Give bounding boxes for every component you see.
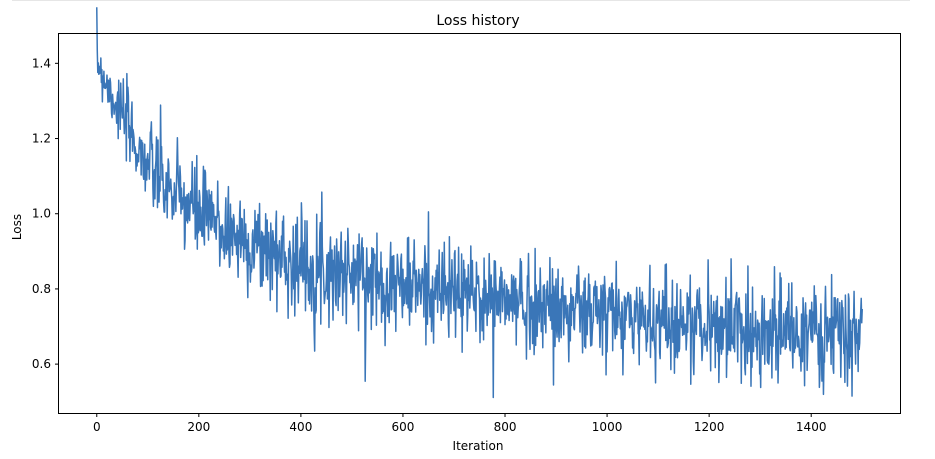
x-tick-label: 1200 [694, 420, 725, 434]
y-tick-label: 0.6 [32, 357, 51, 371]
y-tick-label: 1.0 [32, 207, 51, 221]
y-tick-label: 0.8 [32, 282, 51, 296]
plot-frame [58, 33, 901, 414]
x-tick-label: 400 [289, 420, 312, 434]
series-line-loss [96, 7, 863, 399]
x-tick-label: 1000 [592, 420, 623, 434]
x-axis-label: Iteration [453, 439, 504, 453]
chart-title: Loss history [436, 13, 519, 29]
x-tick-label: 600 [391, 420, 414, 434]
x-tick-label: 1400 [796, 420, 827, 434]
y-axis-label: Loss [10, 214, 24, 240]
top-divider [12, 0, 910, 1]
y-tick-label: 1.2 [32, 132, 51, 146]
x-tick-label: 200 [187, 420, 210, 434]
axis-ticks: 0 200 400 600 800 1000 1200 1400 0.6 0.8 1.0 1.2 1.4 [32, 56, 827, 434]
x-tick-label: 0 [93, 420, 101, 434]
y-tick-label: 1.4 [32, 56, 51, 70]
x-tick-label: 800 [494, 420, 517, 434]
